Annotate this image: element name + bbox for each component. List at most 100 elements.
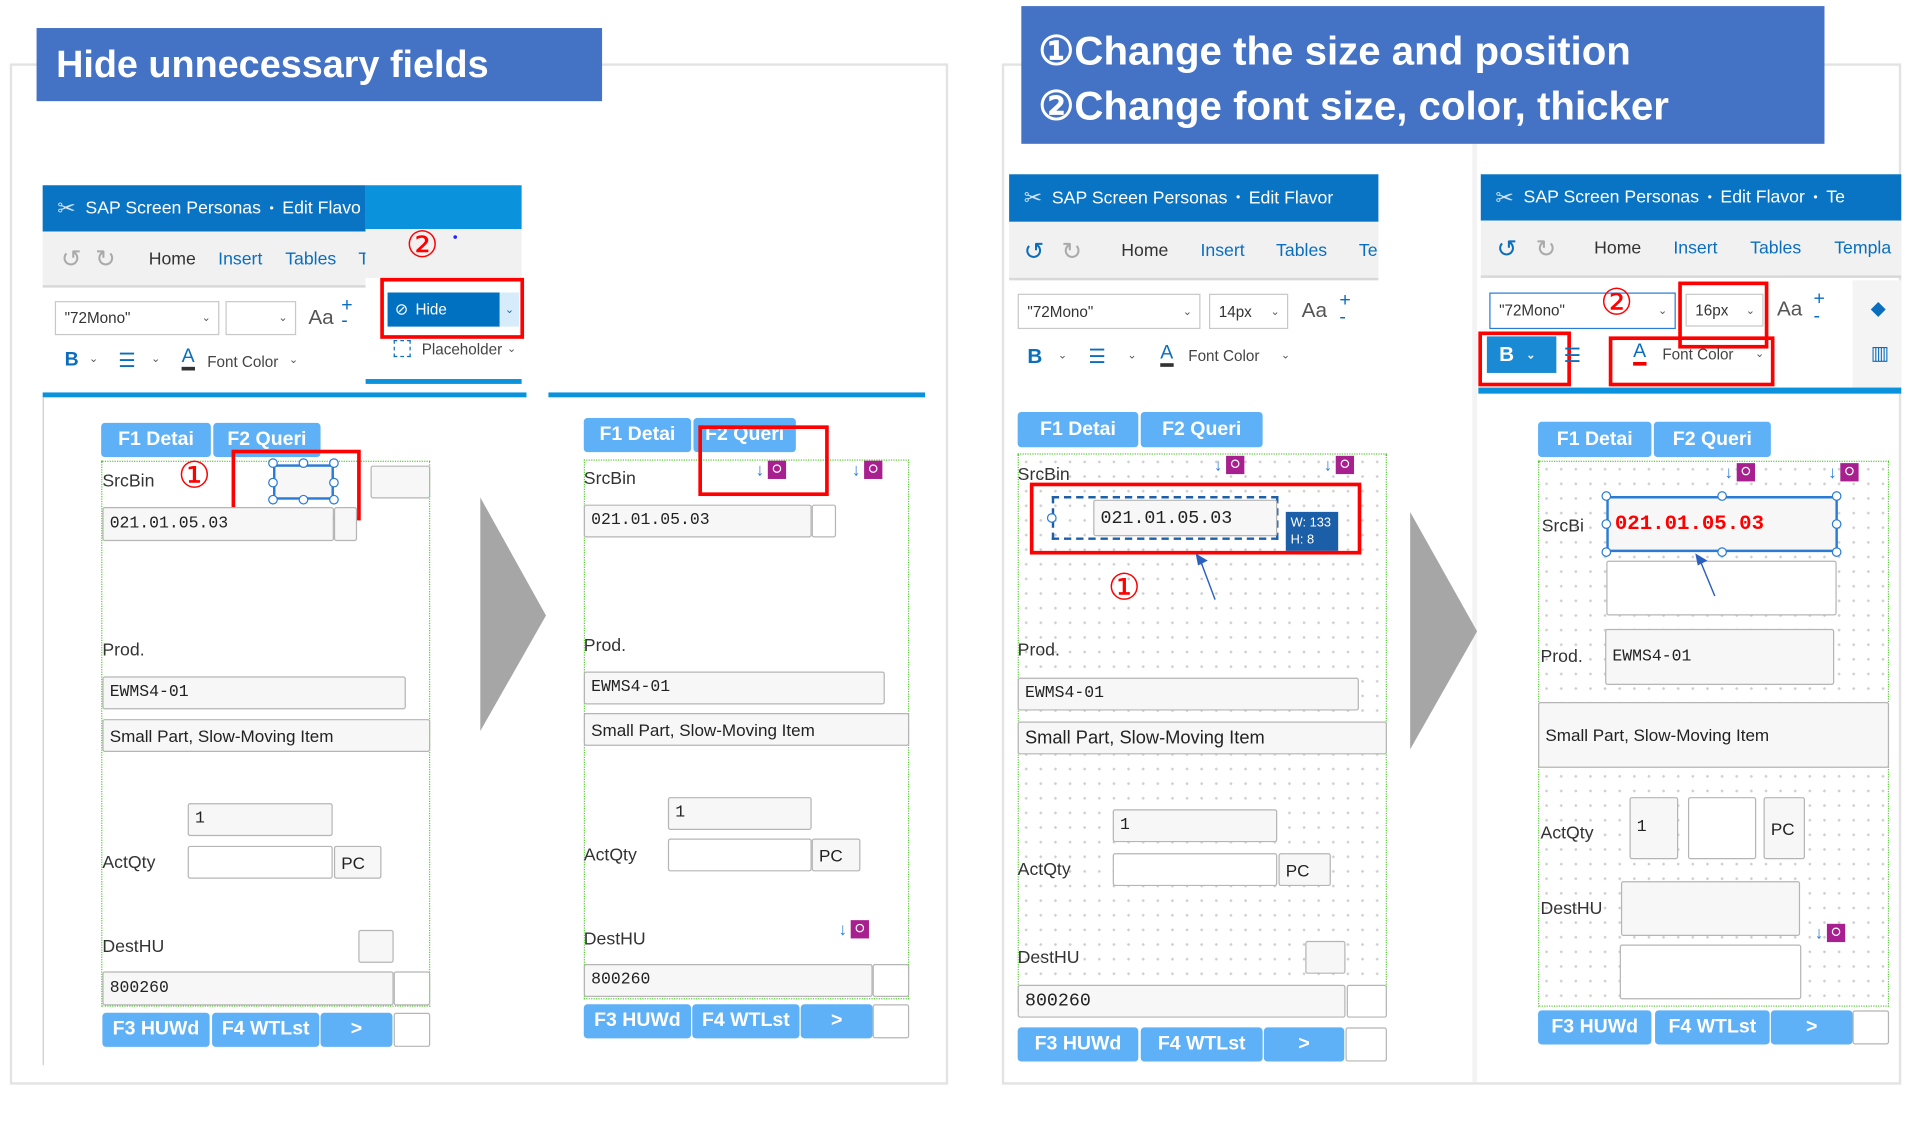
desthu-field[interactable]: 800260 [1017,984,1346,1018]
desthu-small-field[interactable] [358,929,394,963]
tab-home[interactable]: Home [1121,241,1169,261]
font-color-icon[interactable]: A [1160,342,1174,367]
actqty-field[interactable] [1112,853,1278,887]
srcbin-field-styled[interactable]: 021.01.05.03 [1606,496,1838,553]
f3-button[interactable]: F3 HUWd [102,1012,210,1047]
actqty-field[interactable] [187,845,333,879]
undo-icon[interactable]: ↺ [60,246,82,273]
font-size-stepper-icon[interactable]: + - [341,294,353,332]
chevron-down-icon[interactable]: ⌄ [88,352,99,365]
resize-handle[interactable] [298,458,309,468]
font-size-stepper-icon[interactable]: + - [1339,290,1351,328]
tab-truncated[interactable]: Te [1358,241,1378,261]
actqty-field[interactable] [1687,797,1757,860]
f3-button[interactable]: F3 HUWd [1538,1010,1652,1045]
hidden-field-marker[interactable]: ↓ [756,459,787,479]
qty-field[interactable]: 1 [667,797,812,830]
chevron-down-icon[interactable]: ⌄ [1127,348,1137,361]
bold-button[interactable]: B [1027,344,1043,369]
desthu-button[interactable] [872,964,910,997]
resize-handle[interactable] [1601,519,1612,529]
qty-field[interactable]: 1 [187,803,333,837]
tab-f1[interactable]: F1 Detai [1538,421,1652,458]
tab-f1[interactable]: F1 Detai [1017,411,1139,448]
tab-home[interactable]: Home [148,249,196,270]
hide-button[interactable]: ⊘ Hide [387,292,500,327]
resize-handle[interactable] [329,458,339,468]
extra-button[interactable] [1852,1010,1890,1045]
tab-tables[interactable]: Tables [1276,241,1328,261]
qty-field[interactable]: 1 [1629,797,1679,860]
resize-handle[interactable] [1717,547,1727,557]
prod-field[interactable]: EWMS4-01 [583,671,885,705]
prod-field[interactable]: EWMS4-01 [102,676,406,710]
srcbin-button[interactable] [1606,560,1837,616]
font-color-button[interactable]: Font Color [207,353,279,371]
desthu-field[interactable] [1620,881,1801,936]
srcbin-field[interactable]: 021.01.05.03 [1093,499,1278,537]
qty-field[interactable]: 1 [1112,809,1278,843]
bold-button[interactable]: B [64,349,79,371]
tab-home[interactable]: Home [1594,238,1642,259]
chevron-down-icon[interactable]: ⌄ [1280,348,1291,361]
desthu-field[interactable]: 800260 [583,964,873,997]
srcbin-field[interactable]: 021.01.05.03 [583,504,812,538]
chevron-down-icon[interactable]: ⌄ [288,353,299,366]
tab-f1[interactable]: F1 Detai [101,422,211,458]
font-size-stepper-icon[interactable]: + - [1813,288,1825,327]
resize-handle[interactable] [268,458,278,468]
hide-dropdown-button[interactable]: ⌄ [499,292,520,327]
font-family-select[interactable]: "72Mono" ⌄ [54,301,220,336]
resize-handle[interactable] [1831,547,1842,557]
f3-button[interactable]: F3 HUWd [1017,1027,1139,1062]
desthu-button[interactable] [1619,944,1802,1000]
extra-button[interactable] [1345,1027,1387,1062]
bold-button[interactable]: B ⌄ [1486,336,1557,373]
srcbin-button[interactable] [811,504,837,538]
resize-handle[interactable] [1601,547,1612,557]
prod-field[interactable]: EWMS4-01 [1605,628,1835,685]
desthu-button[interactable] [1346,984,1387,1018]
extra-button[interactable] [393,1012,431,1047]
tab-templates-truncated[interactable]: Templa [1834,238,1892,259]
redo-icon[interactable]: ↻ [95,246,116,273]
placeholder-button[interactable]: Placeholder [421,341,503,359]
resize-handle[interactable] [298,494,309,505]
align-icon[interactable]: ☰ [1088,347,1106,369]
font-color-button[interactable]: Font Color [1188,347,1260,365]
next-button[interactable]: > [800,1004,873,1039]
resize-handle[interactable] [268,494,278,505]
f4-button[interactable]: F4 WTLst [212,1012,320,1047]
font-family-select[interactable]: "72Mono" ⌄ [1017,293,1201,330]
srcbin-field[interactable]: 021.01.05.03 [102,507,334,542]
hidden-field-marker[interactable]: ↓ [839,919,869,938]
resize-handle[interactable] [1831,519,1842,529]
tab-f1[interactable]: F1 Detai [583,418,692,453]
font-color-icon[interactable]: A [1633,341,1647,366]
tab-insert[interactable]: Insert [218,249,263,270]
resize-handle[interactable] [1601,491,1612,501]
desthu-field[interactable]: 800260 [102,971,394,1006]
hidden-field-marker[interactable]: ↓ [852,459,883,479]
tab-insert[interactable]: Insert [1200,241,1245,261]
font-size-select[interactable]: ⌄ [225,301,297,336]
desthu-button[interactable] [393,971,431,1006]
resize-handle[interactable] [1717,491,1727,501]
f4-button[interactable]: F4 WTLst [1140,1027,1263,1062]
prod-field[interactable]: EWMS4-01 [1017,677,1359,711]
font-color-button[interactable]: Font Color [1662,346,1734,364]
resize-handle[interactable] [329,494,339,505]
font-size-select[interactable]: 14px ⌄ [1209,293,1289,330]
tab-f2[interactable]: F2 Queri [1140,411,1263,448]
placeholder-icon[interactable] [393,340,411,358]
fill-color-icon[interactable]: ◆ [1870,298,1886,320]
text-case-icon[interactable]: Aa [1301,298,1327,322]
desthu-small-field[interactable] [1305,940,1346,974]
undo-icon[interactable]: ↺ [1023,238,1045,266]
tab-tables[interactable]: Tables [285,249,337,270]
redo-icon[interactable]: ↻ [1061,238,1082,266]
text-case-icon[interactable]: Aa [1776,297,1803,321]
actqty-field[interactable] [667,838,812,872]
hidden-field-marker[interactable]: ↓ [1815,923,1846,942]
columns-icon[interactable]: ▥ [1870,343,1890,365]
